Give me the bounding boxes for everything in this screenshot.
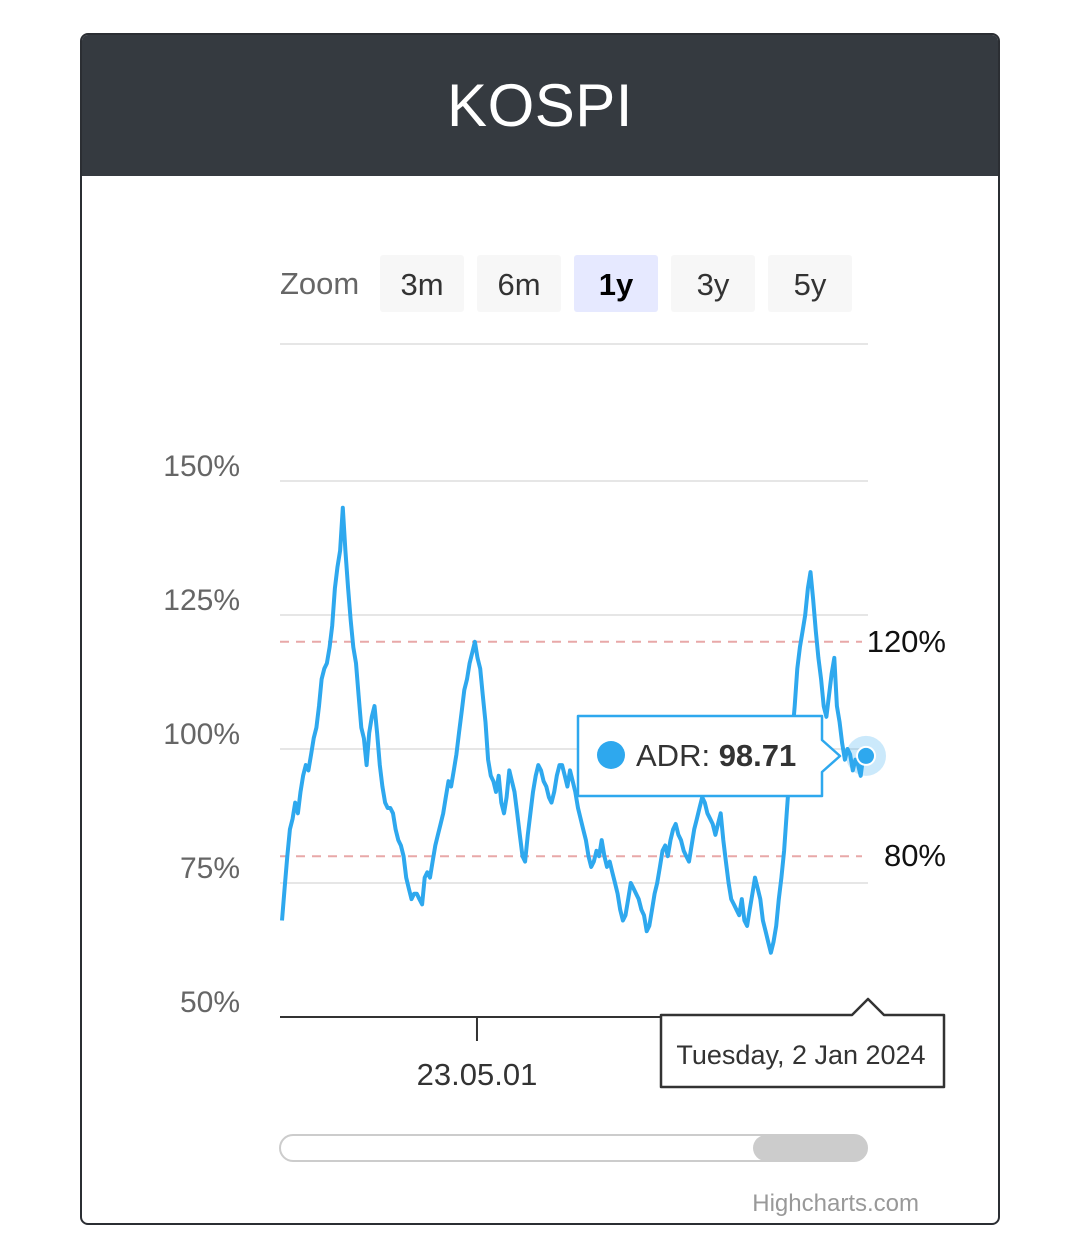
value-tooltip: ADR: 98.71	[576, 714, 842, 798]
zoom-button-label: 1y	[599, 267, 634, 302]
zoom-button-label: 5y	[794, 267, 827, 302]
chart-card: KOSPI	[80, 33, 1000, 1225]
range-scrollbar[interactable]	[279, 1134, 868, 1162]
credits-link[interactable]: Highcharts.com	[752, 1190, 919, 1217]
y-tick-label: 75%	[180, 852, 240, 885]
zoom-button-label: 3y	[697, 267, 730, 302]
series-adr	[280, 505, 886, 955]
zoom-button-6m[interactable]: 6m	[477, 255, 561, 312]
date-tooltip-box	[659, 997, 946, 1089]
zoom-button-5y[interactable]: 5y	[768, 255, 852, 312]
plot-line-label-120: 120%	[867, 624, 946, 659]
tooltip-series-name: ADR:	[636, 738, 719, 773]
zoom-button-bg	[477, 255, 561, 312]
series-line-adr[interactable]	[280, 505, 867, 955]
zoom-button-1y[interactable]: 1y	[574, 255, 658, 312]
zoom-controls: Zoom 3m 6m 1y 3y 5y	[280, 255, 852, 312]
tooltip-text: ADR: 98.71	[636, 738, 796, 773]
y-axis-labels: 50% 75% 100% 125% 150%	[163, 450, 240, 1019]
y-tick-label: 50%	[180, 986, 240, 1019]
plot-line-label-80: 80%	[884, 838, 946, 873]
x-axis: 23.05.01	[280, 1016, 868, 1092]
zoom-button-bg	[380, 255, 464, 312]
y-tick-label: 150%	[163, 450, 240, 483]
date-tooltip: Tuesday, 2 Jan 2024	[659, 997, 946, 1089]
zoom-label: Zoom	[280, 266, 359, 301]
grid-lines	[280, 480, 868, 884]
page-title: KOSPI	[447, 72, 633, 139]
zoom-button-3y[interactable]: 3y	[671, 255, 755, 312]
y-tick-label: 125%	[163, 584, 240, 617]
date-tooltip-text: Tuesday, 2 Jan 2024	[676, 1040, 925, 1070]
card-header: KOSPI	[82, 35, 998, 176]
tooltip-series-marker	[597, 741, 625, 769]
zoom-button-bg	[671, 255, 755, 312]
hover-point[interactable]	[856, 745, 876, 766]
x-tick-label: 23.05.01	[417, 1057, 538, 1092]
zoom-button-bg	[768, 255, 852, 312]
zoom-button-label: 3m	[400, 267, 443, 302]
plot-lines: 120% 80%	[280, 624, 946, 873]
zoom-button-3m[interactable]: 3m	[380, 255, 464, 312]
zoom-button-bg	[574, 255, 658, 312]
y-tick-label: 100%	[163, 718, 240, 751]
tooltip-box	[576, 714, 842, 798]
scrollbar-thumb[interactable]	[753, 1135, 867, 1161]
zoom-button-label: 6m	[497, 267, 540, 302]
tooltip-value: 98.71	[719, 738, 797, 773]
